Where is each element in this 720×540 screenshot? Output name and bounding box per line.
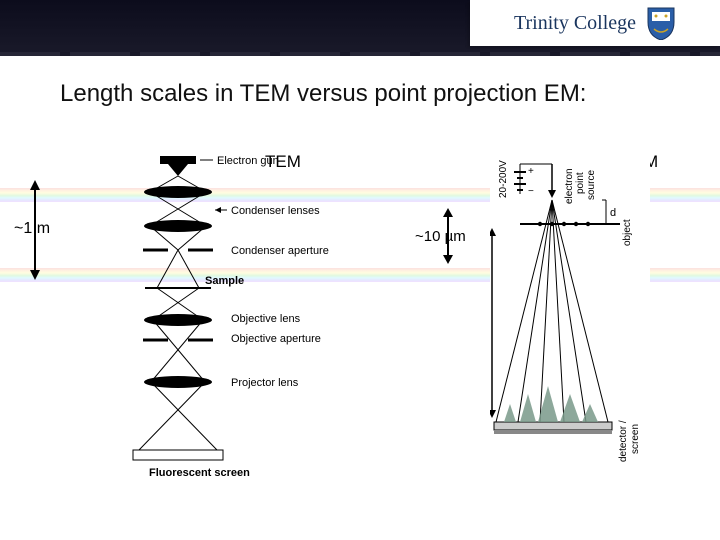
ppem-screen-label-1: detector / — [618, 420, 629, 462]
institution-name: Trinity College — [514, 12, 636, 35]
scale-label-left: ~1 m — [14, 220, 50, 238]
ppem-screen-label-2: screen — [630, 424, 641, 454]
header-bar: Trinity College — [0, 0, 720, 56]
tem-part-condenser-lenses: Condenser lenses — [231, 205, 320, 217]
slide: Trinity College Length scales in TEM ver… — [0, 0, 720, 540]
tem-diagram: Electron gun Condenser lenses Condenser … — [105, 150, 395, 490]
crest-icon — [646, 6, 676, 40]
ppem-source-label-1: electron — [564, 168, 575, 204]
ppem-d-label: d — [610, 207, 616, 219]
ppem-object-label: object — [622, 219, 633, 246]
ppem-voltage: 20-200V — [498, 160, 509, 198]
tem-part-projector-lens: Projector lens — [231, 377, 299, 389]
ppem-plus: + — [528, 166, 534, 177]
ppem-source-label-3: source — [586, 170, 597, 200]
tem-part-electron-gun: Electron gun — [217, 155, 279, 167]
ppem-diagram: + − 20-200V electron point source object… — [490, 154, 690, 484]
header-decoration — [0, 52, 720, 56]
slide-title: Length scales in TEM versus point projec… — [60, 80, 586, 108]
slide-body: ~1 m ~10 µm TEM PPEM Electron gun — [0, 140, 720, 540]
institution-logo-block: Trinity College — [470, 0, 720, 46]
scale-label-right: ~10 µm — [415, 228, 466, 245]
ppem-minus: − — [528, 186, 534, 197]
tem-part-objective-aperture: Objective aperture — [231, 333, 321, 345]
tem-part-screen: Fluorescent screen — [149, 467, 250, 479]
tem-part-objective-lens: Objective lens — [231, 313, 301, 325]
ppem-source-label-2: point — [575, 172, 586, 194]
tem-part-sample: Sample — [205, 275, 244, 287]
tem-part-condenser-aperture: Condenser aperture — [231, 245, 329, 257]
